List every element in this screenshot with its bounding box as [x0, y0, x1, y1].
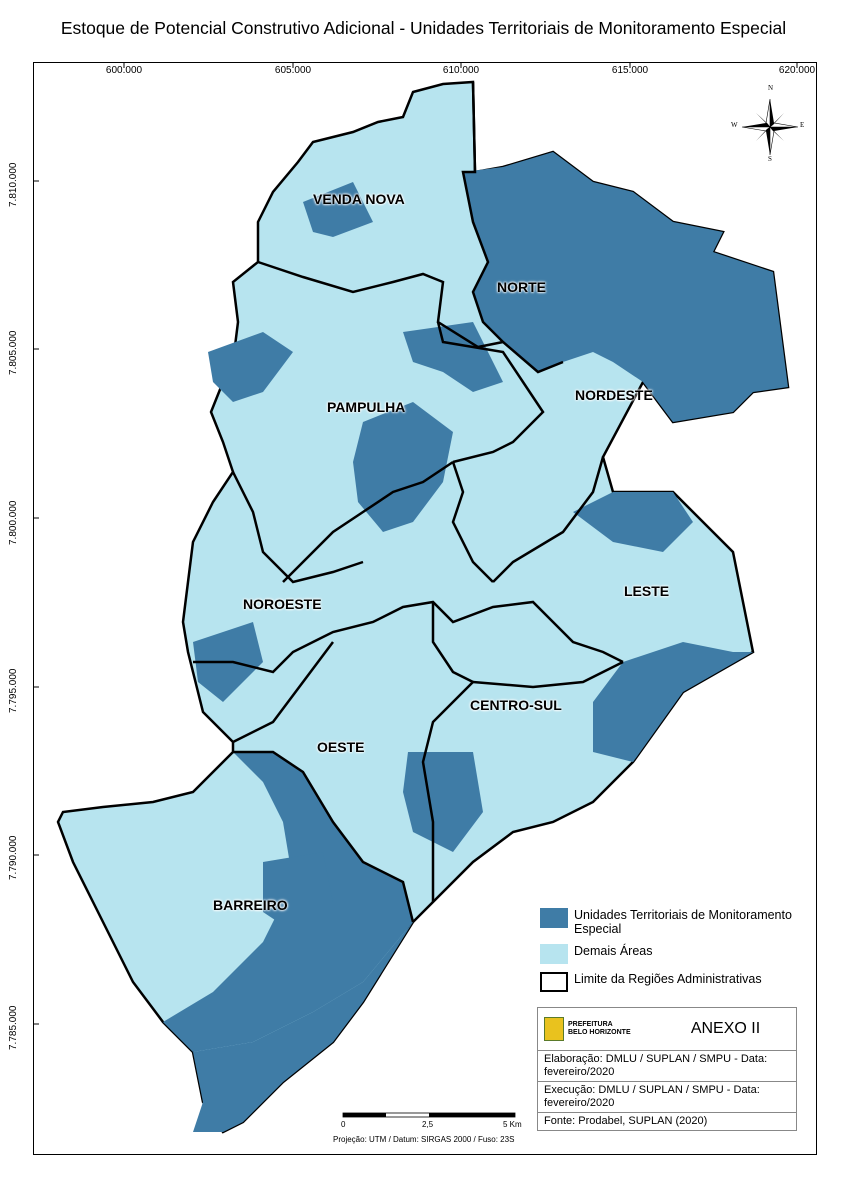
compass-rose-icon [741, 98, 799, 156]
scale-label-end: 5 Km [503, 1120, 522, 1129]
y-tick-label: 7.785.000 [8, 1005, 19, 1051]
city-logo: PREFEITURA BELO HORIZONTE [538, 1017, 654, 1041]
region-label-pampulha: PAMPULHA [327, 399, 406, 415]
y-tick-label: 7.810.000 [8, 162, 19, 208]
legend-swatch-boundary [540, 972, 568, 992]
y-tick-label: 7.800.000 [8, 500, 19, 546]
anexo-label: ANEXO II [654, 1020, 796, 1038]
y-tick-label: 7.805.000 [8, 330, 19, 376]
region-label-oeste: OESTE [317, 739, 365, 755]
map-title: Estoque de Potencial Construtivo Adicion… [60, 18, 787, 38]
legend-item-boundary: Limite da Regiões Administrativas [540, 972, 810, 992]
region-label-venda-nova: VENDA NOVA [313, 191, 405, 207]
region-label-nordeste: NORDESTE [575, 387, 653, 403]
logo-line-1: PREFEITURA [568, 1021, 613, 1028]
logo-text: PREFEITURA BELO HORIZONTE [568, 1021, 631, 1037]
region-label-centro-sul: CENTRO-SUL [470, 697, 562, 713]
legend-item-other: Demais Áreas [540, 944, 810, 964]
city-map [33, 62, 799, 1134]
region-label-barreiro: BARREIRO [213, 897, 288, 913]
legend-item-special: Unidades Territoriais de Monitoramento E… [540, 908, 810, 936]
info-box: PREFEITURA BELO HORIZONTE ANEXO II Elabo… [537, 1007, 797, 1131]
elaboracao-text: Elaboração: DMLU / SUPLAN / SMPU - Data:… [538, 1051, 796, 1082]
map-legend: Unidades Territoriais de Monitoramento E… [540, 908, 810, 1000]
region-label-noroeste: NOROESTE [243, 596, 322, 612]
x-tick-label: 615.000 [611, 65, 649, 76]
projection-text: Projeção: UTM / Datum: SIRGAS 2000 / Fus… [333, 1135, 515, 1144]
y-tick-label: 7.790.000 [8, 835, 19, 881]
scale-label-mid: 2,5 [422, 1120, 434, 1129]
compass-w-label: W [731, 121, 738, 129]
y-tick-label: 7.795.000 [8, 668, 19, 714]
compass-s-label: S [768, 155, 772, 163]
info-header: PREFEITURA BELO HORIZONTE ANEXO II [538, 1008, 796, 1051]
region-boundaries [193, 81, 624, 923]
fonte-text: Fonte: Prodabel, SUPLAN (2020) [544, 1115, 708, 1127]
scale-bar [342, 1112, 516, 1118]
scale-label-0: 0 [341, 1120, 346, 1129]
legend-swatch-special [540, 908, 568, 928]
legend-label-special: Unidades Territoriais de Monitoramento E… [574, 908, 792, 936]
logo-line-2: BELO HORIZONTE [568, 1029, 631, 1036]
x-tick-label: 600.000 [105, 65, 143, 76]
city-emblem-icon [544, 1017, 564, 1041]
coordinate-ticks [33, 62, 798, 1025]
special-units [163, 152, 788, 1132]
compass-n-label: N [768, 84, 774, 92]
compass-e-label: E [800, 121, 805, 129]
x-tick-label: 605.000 [274, 65, 312, 76]
region-label-norte: NORTE [497, 279, 546, 295]
execucao-text: Execução: DMLU / SUPLAN / SMPU - Data: f… [538, 1082, 796, 1113]
legend-label-boundary: Limite da Regiões Administrativas [574, 972, 762, 986]
region-label-leste: LESTE [624, 583, 670, 599]
x-tick-label: 620.000 [778, 65, 816, 76]
legend-label-other: Demais Áreas [574, 944, 653, 958]
legend-swatch-other [540, 944, 568, 964]
x-tick-label: 610.000 [442, 65, 480, 76]
